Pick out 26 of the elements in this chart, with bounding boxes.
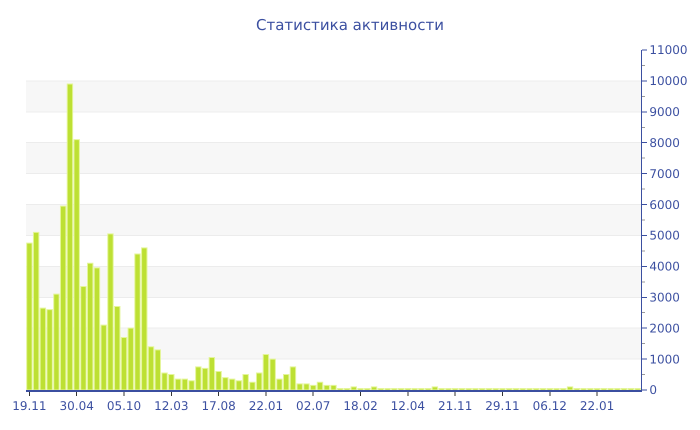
x-tick-label: 17.08 (201, 399, 236, 414)
y-tick-label: 6000 (649, 198, 680, 212)
y-tick-label: 11000 (649, 43, 688, 58)
y-tick-label: 7000 (649, 166, 680, 181)
x-tick-label: 02.07 (296, 399, 330, 414)
x-tick-label: 21.11 (438, 399, 472, 414)
y-tick-label: 10000 (649, 74, 688, 88)
y-tick-label: 9000 (649, 105, 680, 120)
x-tick-label: 06.12 (532, 399, 567, 414)
x-tick-label: 22.01 (580, 399, 614, 414)
y-tick-label: 0 (649, 383, 658, 398)
y-tick-label: 3000 (649, 290, 680, 304)
x-tick-label: 30.04 (60, 399, 94, 414)
y-tick-label: 2000 (649, 321, 680, 336)
chart-title: Статистика активности (256, 16, 444, 34)
x-tick-label: 22.01 (248, 399, 284, 414)
y-tick-label: 5000 (649, 228, 680, 243)
x-tick-label: 18.02 (343, 399, 378, 414)
y-tick-label: 8000 (649, 136, 680, 150)
y-tick-label: 4000 (649, 260, 680, 274)
y-tick-label: 1000 (649, 352, 680, 366)
x-tick-label: 12.03 (154, 399, 188, 414)
x-tick-label: 12.04 (390, 399, 426, 414)
x-tick-label: 29.11 (485, 399, 520, 414)
x-tick-label: 05.10 (106, 399, 142, 414)
x-tick-label: 19.11 (12, 399, 47, 414)
